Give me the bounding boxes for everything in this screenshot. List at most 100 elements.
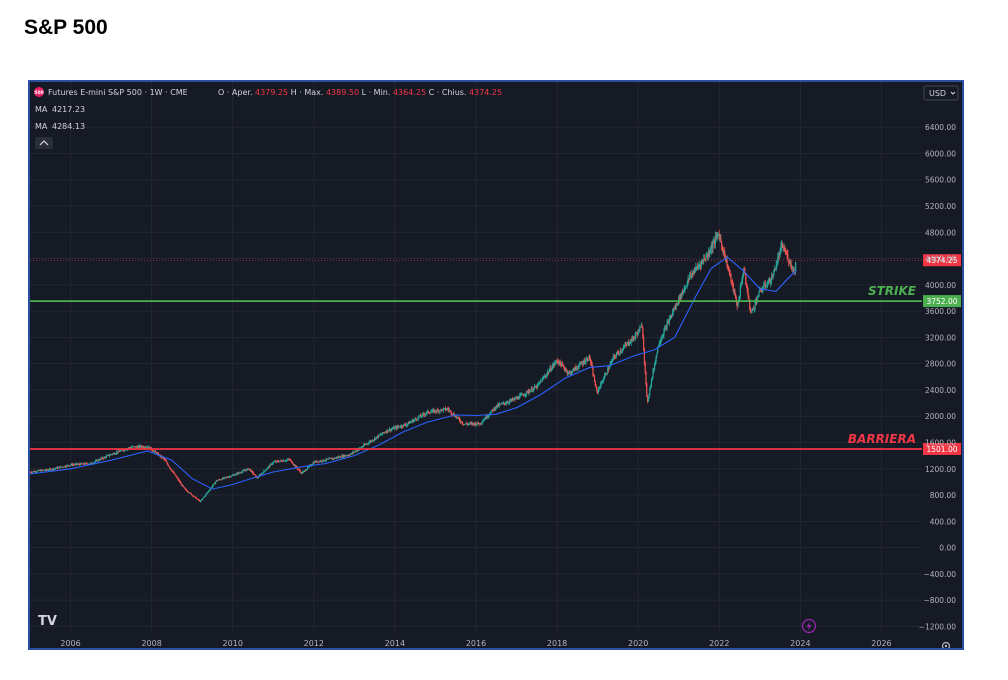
candle-body <box>147 446 150 448</box>
candle-body <box>666 323 668 329</box>
candle-body <box>177 478 179 481</box>
candle-body <box>683 289 685 291</box>
candle-body <box>607 368 610 370</box>
candle-body <box>305 470 307 471</box>
candle-body <box>128 447 130 449</box>
candle-body <box>640 325 642 327</box>
candle-body <box>183 486 185 488</box>
candle-body <box>328 458 331 460</box>
candle-body <box>614 355 616 357</box>
candle-body <box>193 496 196 498</box>
candle-body <box>137 446 139 448</box>
candle-body <box>326 458 328 460</box>
candle-body <box>418 416 420 418</box>
candle-body <box>45 469 47 471</box>
chevron-down-icon <box>950 91 956 95</box>
ohlc-c-label: C · Chius. <box>426 88 469 97</box>
chart-frame[interactable]: 4374.25 3752.00 STRIKE 1501.00 BARRIERA 6400… <box>28 80 964 650</box>
candle-body <box>729 273 731 274</box>
candle-body <box>451 413 453 415</box>
candle-body <box>62 467 65 468</box>
candle-body <box>680 293 682 298</box>
candle-body <box>599 387 601 389</box>
candle-body <box>780 246 782 250</box>
flash-icon[interactable] <box>801 618 817 634</box>
ma-2-label[interactable]: MA <box>35 122 48 131</box>
candle-body <box>432 409 434 411</box>
candle-body <box>185 488 187 491</box>
candle-body <box>69 465 71 467</box>
candle-body <box>276 460 278 462</box>
ma-line <box>30 256 797 490</box>
symbol-badge[interactable] <box>34 87 44 97</box>
settings-gear-icon[interactable] <box>941 641 951 649</box>
candle-body <box>678 297 681 301</box>
candle-body <box>636 333 639 335</box>
candle-body <box>733 290 735 292</box>
symbol-title[interactable]: Futures E-mini S&P 500 · 1W · CME <box>48 88 188 97</box>
candle-body <box>647 397 649 402</box>
candle-body <box>365 444 367 446</box>
candle-body <box>116 452 118 453</box>
price-chart[interactable]: 4374.25 3752.00 STRIKE 1501.00 BARRIERA 6400… <box>30 82 962 648</box>
candle-body <box>512 398 514 400</box>
candle-body <box>201 498 203 500</box>
candle-body <box>289 459 291 461</box>
y-tick-label: 4000.00 <box>925 281 956 290</box>
candle-body <box>483 420 485 421</box>
candle-body <box>355 450 357 452</box>
tradingview-logo[interactable]: TV <box>38 614 57 629</box>
candle-body <box>566 370 568 374</box>
ohlc-c-value: 4374.25 <box>469 88 502 97</box>
candle-body <box>264 470 266 472</box>
candle-body <box>749 308 752 311</box>
candle-body <box>236 473 238 474</box>
candle-body <box>254 474 256 476</box>
candle-body <box>448 410 451 412</box>
candle-body <box>257 477 259 479</box>
candle-body <box>164 459 166 461</box>
candle-body <box>321 460 323 462</box>
candle-body <box>83 463 85 465</box>
candle-body <box>781 243 783 247</box>
candle-body <box>325 458 327 461</box>
candle-body <box>588 355 590 361</box>
candle-body <box>261 473 263 474</box>
ma-1-label[interactable]: MA <box>35 105 48 114</box>
candle-body <box>379 434 381 436</box>
candle-body <box>61 466 63 468</box>
collapse-legend-button[interactable] <box>35 137 53 149</box>
time-axis[interactable]: 2006 2008 2010 2012 2014 2016 2018 2020 2022 2024… <box>60 639 891 648</box>
candle-body <box>793 270 795 271</box>
candle-body <box>377 436 379 438</box>
candle-body <box>476 424 478 425</box>
candle-body <box>558 360 561 364</box>
candle-body <box>610 362 612 365</box>
candle-body <box>611 360 614 362</box>
candle-body <box>745 283 748 287</box>
candle-body <box>629 342 631 344</box>
candle-body <box>396 426 398 429</box>
candle-body <box>696 266 699 268</box>
price-axis[interactable]: 6400.00 6000.00 5600.00 5200.00 4800.00 4400.… <box>919 123 957 631</box>
candle-body <box>499 404 501 405</box>
currency-selector[interactable]: USD <box>923 85 959 101</box>
candle-body <box>616 352 618 355</box>
candle-body <box>316 460 318 463</box>
candle-body <box>32 471 34 473</box>
candle-body <box>115 452 118 454</box>
candle-body <box>572 368 575 370</box>
candle-body <box>470 422 472 424</box>
candle-body <box>271 463 273 465</box>
candle-body <box>531 388 533 392</box>
candle-body <box>643 348 646 363</box>
candle-body <box>420 415 422 417</box>
candle-body <box>250 470 253 472</box>
candle-body <box>161 457 164 459</box>
candle-body <box>175 476 178 478</box>
candle-body <box>682 292 684 293</box>
candle-body <box>338 456 340 458</box>
candle-body <box>773 269 775 277</box>
candle-body <box>237 472 239 475</box>
candle-body <box>737 302 739 307</box>
